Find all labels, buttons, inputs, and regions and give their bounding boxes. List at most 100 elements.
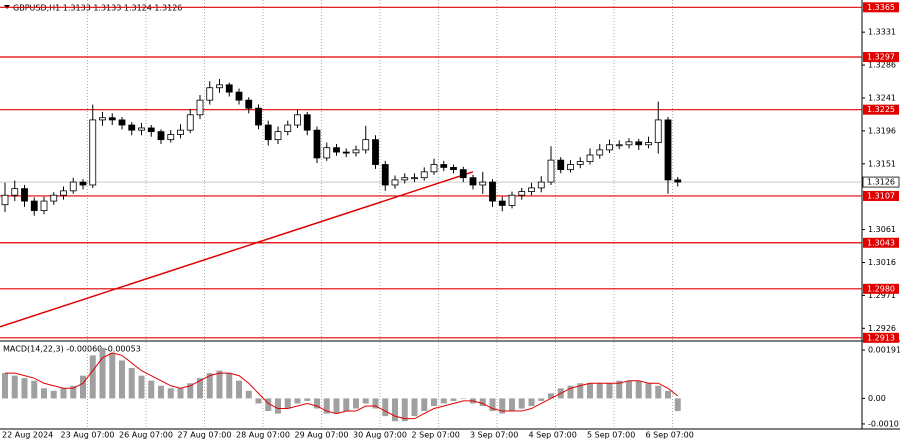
macd-bar <box>21 378 28 399</box>
candle-body <box>264 124 272 141</box>
candle-body <box>430 164 438 173</box>
macd-bar <box>489 398 496 412</box>
macd-bar <box>479 398 486 406</box>
macd-bar <box>382 398 389 417</box>
candle-body <box>615 144 623 147</box>
candle-body <box>372 139 379 165</box>
level-label: 1.3043 <box>867 238 895 247</box>
macd-bar <box>635 380 642 399</box>
macd-bar <box>548 393 554 399</box>
candle-body <box>469 177 477 186</box>
macd-bar <box>674 398 681 412</box>
macd-bar <box>509 398 515 412</box>
macd-bar <box>226 373 233 399</box>
candle-body <box>11 188 19 196</box>
macd-bar <box>655 385 662 399</box>
level-box <box>863 237 899 248</box>
candle-body <box>216 84 223 89</box>
candle-body <box>596 149 604 156</box>
level-box <box>863 2 899 13</box>
trendline <box>0 171 474 328</box>
macd-title: MACD(14,22,3) -0.00060 -0.00053 <box>3 345 141 354</box>
candle-body <box>147 127 155 133</box>
candle-body <box>450 167 457 171</box>
candle-body <box>518 191 526 196</box>
y-tick-label: 1.3061 <box>868 225 896 234</box>
level-box <box>863 190 899 201</box>
y-tick-label: 1.3286 <box>868 61 896 70</box>
macd-bar <box>440 398 447 404</box>
macd-bar <box>304 398 311 401</box>
candle-body <box>128 124 136 131</box>
candle-body <box>557 159 565 171</box>
macd-bar <box>60 388 67 399</box>
candle-body <box>167 134 175 141</box>
macd-bar <box>41 388 47 399</box>
candle-body <box>138 127 145 131</box>
candle-body <box>508 194 516 206</box>
macd-bar <box>538 398 545 401</box>
x-tick-label: 27 Aug 07:00 <box>178 431 232 440</box>
macd-bar <box>167 388 174 399</box>
y-tick-label: 1.2926 <box>868 324 896 333</box>
candle-body <box>528 187 535 192</box>
candle-body <box>89 119 97 186</box>
macd-bar <box>431 398 437 406</box>
candle-body <box>118 119 126 126</box>
y-tick-label: 1.3196 <box>868 126 896 135</box>
level-box <box>863 283 899 294</box>
macd-bar <box>567 385 574 399</box>
macd-bar <box>665 390 671 399</box>
level-label: 1.3365 <box>867 3 895 12</box>
x-tick-label: 30 Aug 07:00 <box>353 431 407 440</box>
macd-bar <box>245 390 252 399</box>
candle-body <box>50 194 58 202</box>
macd-bar <box>314 398 320 409</box>
macd-bar <box>343 398 350 412</box>
y-tick-label: 0.00191 <box>868 346 900 355</box>
macd-bar <box>323 398 330 414</box>
macd-bar <box>236 380 242 399</box>
x-tick-label: 5 Sep 07:00 <box>587 431 635 440</box>
macd-bar <box>372 398 379 409</box>
candle-body <box>606 144 613 151</box>
x-tick-label: 22 Aug 2024 <box>2 431 53 440</box>
candle-body <box>352 149 360 154</box>
macd-bar <box>187 383 194 399</box>
candle-body <box>284 124 292 133</box>
macd-bar <box>128 368 135 399</box>
candle-body <box>381 164 389 186</box>
macd-bar <box>450 398 457 401</box>
candle-body <box>645 142 652 146</box>
macd-bar <box>275 398 281 414</box>
level-label: 1.3297 <box>867 53 895 62</box>
macd-bar <box>50 390 57 399</box>
macd-bar <box>460 398 467 399</box>
candle-body <box>186 114 194 131</box>
candle-body <box>79 181 87 186</box>
candle-body <box>225 84 233 93</box>
candle-body <box>674 179 682 183</box>
candle-body <box>108 117 116 121</box>
level-label: 1.2980 <box>867 284 895 293</box>
macd-bar <box>353 398 359 409</box>
candle-body <box>177 129 184 135</box>
macd-bar <box>158 385 164 399</box>
candle-body <box>294 114 301 126</box>
y-tick-label: 1.2971 <box>868 291 896 300</box>
current-price-label: 1.3126 <box>867 178 895 187</box>
candle-body <box>440 164 448 168</box>
y-tick-label: 1.3331 <box>868 28 896 37</box>
candle-body <box>586 154 594 162</box>
x-tick-label: 2 Sep 07:00 <box>412 431 460 440</box>
macd-bar <box>294 398 301 404</box>
candle-body <box>40 200 48 211</box>
candle-body <box>489 181 496 202</box>
macd-bar <box>392 398 398 422</box>
candle-body <box>567 164 574 171</box>
x-tick-label: 28 Aug 07:00 <box>236 431 290 440</box>
y-tick-label: 1.3016 <box>868 258 896 267</box>
candle-body <box>362 139 370 151</box>
x-tick-label: 29 Aug 07:00 <box>295 431 349 440</box>
candle-body <box>313 129 321 159</box>
